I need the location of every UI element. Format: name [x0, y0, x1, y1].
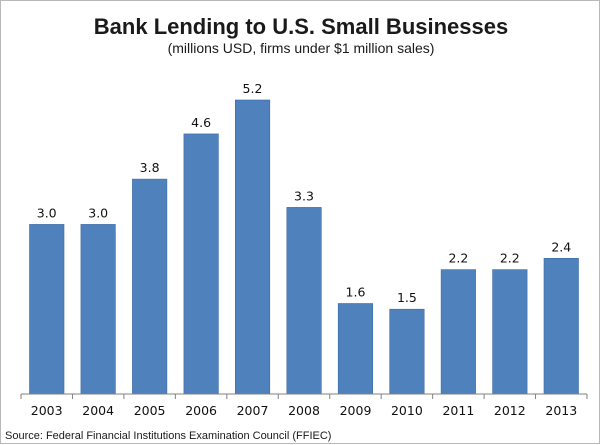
- bar-2010: [389, 308, 425, 395]
- x-tick-label-2008: 2008: [288, 403, 320, 418]
- bar-2006: [183, 133, 219, 395]
- x-tick-label-2003: 2003: [31, 403, 63, 418]
- value-label-2009: 1.6: [346, 285, 366, 300]
- source-note: Source: Federal Financial Institutions E…: [5, 430, 331, 442]
- bar-2008: [286, 207, 322, 395]
- value-label-2004: 3.0: [88, 205, 108, 220]
- x-tick-label-2004: 2004: [82, 403, 114, 418]
- x-tick-label-2007: 2007: [237, 403, 269, 418]
- x-axis: 2003 2004 2005 2006 2007 2008 2009 2010 2011 2012…: [20, 393, 588, 418]
- x-tick-label-2010: 2010: [391, 403, 423, 418]
- x-tick-label-2005: 2005: [134, 403, 166, 418]
- x-tick-label-2012: 2012: [494, 403, 526, 418]
- value-label-2010: 1.5: [397, 290, 417, 305]
- value-label-2003: 3.0: [37, 205, 57, 220]
- bar-2003: [29, 224, 65, 395]
- value-label-2007: 5.2: [243, 81, 263, 96]
- x-tick-label-2013: 2013: [545, 403, 577, 418]
- value-label-2006: 4.6: [191, 115, 211, 130]
- x-tick-label-2006: 2006: [185, 403, 217, 418]
- bar-2007: [235, 99, 271, 395]
- value-label-2005: 3.8: [140, 160, 160, 175]
- bar-2009: [337, 303, 374, 395]
- bars-group: [29, 99, 579, 395]
- value-label-2013: 2.4: [551, 239, 571, 254]
- bar-2005: [132, 178, 168, 395]
- value-label-2008: 3.3: [294, 188, 314, 203]
- x-tick-label-2009: 2009: [340, 403, 372, 418]
- value-labels-group: 3.0 3.0 3.8 4.6 5.2 3.3 1.6 1.5 2.2 2.2 2.4: [37, 81, 572, 305]
- bar-2011: [440, 269, 476, 395]
- bar-2012: [492, 269, 528, 395]
- x-tick-label-2011: 2011: [442, 403, 474, 418]
- value-label-2011: 2.2: [448, 251, 468, 266]
- bar-2004: [80, 224, 116, 395]
- value-label-2012: 2.2: [500, 251, 520, 266]
- chart-title: Bank Lending to U.S. Small Businesses: [94, 14, 508, 39]
- bar-2013: [543, 257, 579, 395]
- chart-subtitle: (millions USD, firms under $1 million sa…: [168, 40, 435, 56]
